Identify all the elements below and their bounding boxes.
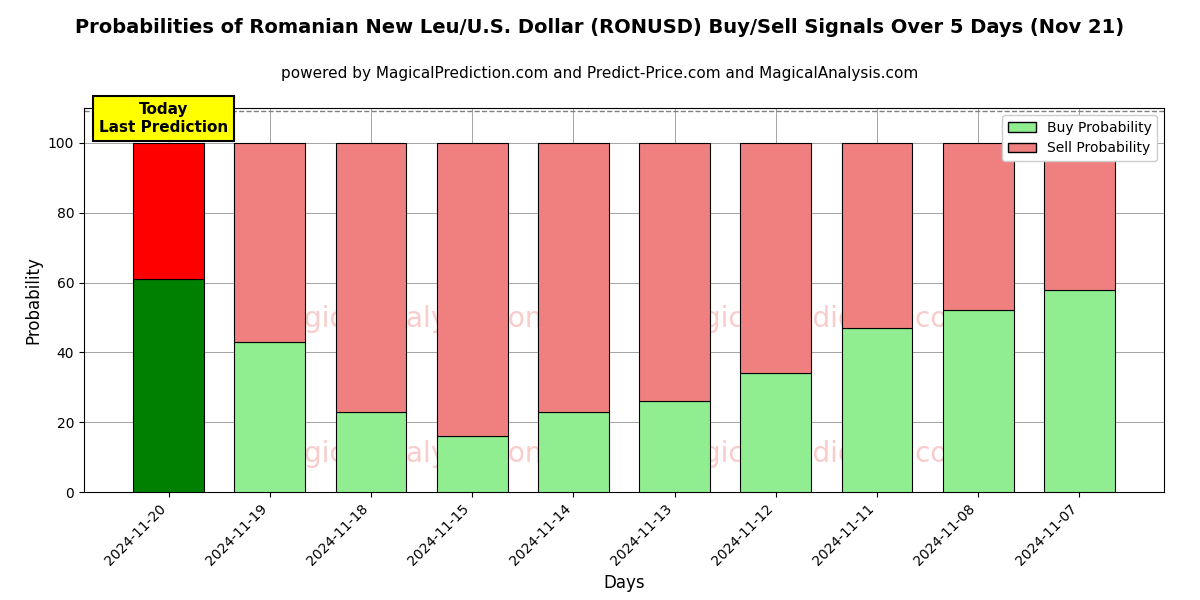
Text: Today
Last Prediction: Today Last Prediction	[98, 102, 228, 134]
Bar	[740, 373, 811, 492]
Text: MagicalPrediction.com: MagicalPrediction.com	[662, 440, 974, 467]
Bar	[133, 279, 204, 492]
Bar	[538, 143, 608, 412]
Bar	[640, 401, 710, 492]
X-axis label: Days: Days	[604, 574, 644, 592]
Bar	[740, 143, 811, 373]
Bar	[943, 143, 1014, 310]
Y-axis label: Probability: Probability	[24, 256, 42, 344]
Bar	[133, 143, 204, 279]
Bar	[640, 143, 710, 401]
Bar	[841, 143, 912, 328]
Legend: Buy Probability, Sell Probability: Buy Probability, Sell Probability	[1002, 115, 1157, 161]
Bar	[1044, 290, 1115, 492]
Bar	[437, 143, 508, 436]
Bar	[234, 143, 305, 342]
Bar	[336, 412, 407, 492]
Bar	[1044, 143, 1115, 290]
Text: MagicalPrediction.com: MagicalPrediction.com	[662, 305, 974, 333]
Text: Probabilities of Romanian New Leu/U.S. Dollar (RONUSD) Buy/Sell Signals Over 5 D: Probabilities of Romanian New Leu/U.S. D…	[76, 18, 1124, 37]
Bar	[943, 310, 1014, 492]
Bar	[841, 328, 912, 492]
Bar	[437, 436, 508, 492]
Bar	[336, 143, 407, 412]
Text: MagicalAnalysis.com: MagicalAnalysis.com	[264, 440, 552, 467]
Text: MagicalAnalysis.com: MagicalAnalysis.com	[264, 305, 552, 333]
Bar	[234, 342, 305, 492]
Text: powered by MagicalPrediction.com and Predict-Price.com and MagicalAnalysis.com: powered by MagicalPrediction.com and Pre…	[281, 66, 919, 81]
Bar	[538, 412, 608, 492]
